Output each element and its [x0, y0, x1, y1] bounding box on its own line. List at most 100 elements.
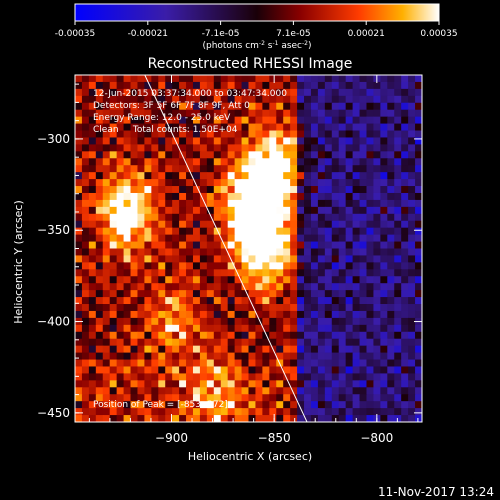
- heatmap-cell: [123, 123, 132, 132]
- heatmap-cell: [408, 109, 416, 118]
- heatmap-cell: [186, 220, 194, 229]
- heatmap-cell: [192, 102, 201, 111]
- heatmap-cell: [144, 241, 152, 250]
- heatmap-cell: [394, 304, 402, 312]
- heatmap-cell: [408, 81, 416, 90]
- heatmap-cell: [102, 172, 111, 180]
- heatmap-cell: [394, 269, 402, 277]
- heatmap-cell: [401, 338, 409, 347]
- heatmap-cell: [269, 366, 277, 375]
- heatmap-cell: [172, 88, 180, 97]
- heatmap-cell: [234, 269, 243, 277]
- heatmap-cell: [387, 109, 395, 118]
- heatmap-cell: [109, 199, 118, 208]
- heatmap-cell: [165, 373, 173, 381]
- heatmap-cell: [408, 234, 416, 243]
- heatmap-cell: [394, 95, 402, 104]
- heatmap-cell: [276, 248, 284, 257]
- heatmap-cell: [123, 276, 132, 284]
- colorbar-tick-label: 0.00021: [348, 29, 385, 39]
- heatmap-cell: [213, 213, 222, 222]
- heatmap-cell: [130, 290, 139, 298]
- heatmap-cell: [158, 366, 166, 375]
- heatmap-cell: [137, 338, 145, 347]
- heatmap-cell: [394, 262, 402, 270]
- heatmap-cell: [144, 158, 152, 166]
- heatmap-cell: [137, 192, 145, 201]
- heatmap-cell: [331, 269, 340, 277]
- heatmap-cell: [186, 179, 194, 187]
- heatmap-cell: [137, 109, 145, 118]
- heatmap-cell: [75, 95, 83, 104]
- y-axis-ticks: −300−350−400−450: [37, 83, 422, 420]
- heatmap-cell: [331, 373, 340, 381]
- heatmap-cell: [401, 172, 409, 180]
- heatmap-cell: [255, 331, 263, 340]
- heatmap-cell: [359, 248, 368, 257]
- heatmap-cell: [401, 95, 409, 104]
- heatmap-cell: [373, 151, 381, 159]
- heatmap-cell: [352, 352, 361, 361]
- heatmap-cell: [304, 408, 312, 416]
- heatmap-cell: [192, 324, 201, 333]
- heatmap-cell: [220, 359, 229, 368]
- heatmap-cell: [331, 172, 340, 180]
- heatmap-cell: [408, 206, 416, 215]
- heatmap-cell: [192, 248, 201, 257]
- heatmap-cell: [408, 415, 416, 422]
- heatmap-cell: [269, 123, 277, 132]
- heatmap-cell: [380, 151, 388, 159]
- heatmap-cell: [366, 324, 375, 333]
- heatmap-cell: [151, 297, 159, 305]
- heatmap-cell: [109, 192, 118, 201]
- heatmap-cell: [304, 297, 312, 305]
- heatmap-cell: [130, 144, 139, 152]
- heatmap-cell: [179, 248, 187, 257]
- heatmap-cell: [324, 165, 333, 173]
- heatmap-cell: [387, 297, 395, 305]
- heatmap-cell: [186, 137, 194, 145]
- heatmap-cell: [151, 144, 159, 152]
- heatmap-cell: [373, 262, 381, 270]
- heatmap-cell: [123, 172, 132, 180]
- heatmap-cell: [269, 380, 277, 388]
- heatmap-cell: [192, 373, 201, 381]
- heatmap-cell: [331, 144, 340, 152]
- heatmap-cell: [151, 366, 159, 375]
- heatmap-cell: [227, 130, 236, 139]
- heatmap-cell: [408, 95, 416, 104]
- heatmap-cell: [262, 234, 270, 243]
- heatmap-cell: [255, 137, 263, 145]
- heatmap-cell: [338, 331, 347, 340]
- heatmap-cell: [81, 331, 90, 340]
- heatmap-cell: [401, 276, 409, 284]
- heatmap-cell: [248, 401, 257, 409]
- heatmap-cell: [373, 116, 381, 125]
- heatmap-cell: [345, 415, 354, 422]
- heatmap-cell: [304, 262, 312, 270]
- heatmap-cell: [109, 394, 118, 402]
- heatmap-cell: [206, 102, 215, 111]
- heatmap-cell: [241, 192, 250, 201]
- heatmap-cell: [81, 95, 90, 104]
- heatmap-cell: [179, 317, 187, 326]
- heatmap-cell: [290, 109, 298, 118]
- heatmap-cell: [234, 192, 243, 201]
- heatmap-cell: [137, 123, 145, 132]
- heatmap-cell: [75, 213, 83, 222]
- heatmap-cell: [359, 262, 368, 270]
- heatmap-cell: [290, 88, 298, 97]
- heatmap-cell: [158, 324, 166, 333]
- annotation-energy: Energy Range: 12.0 - 25.0 keV: [93, 113, 231, 123]
- heatmap-cell: [213, 366, 222, 375]
- heatmap-cell: [234, 241, 243, 250]
- heatmap-cell: [192, 408, 201, 416]
- heatmap-cell: [276, 380, 284, 388]
- heatmap-cell: [206, 297, 215, 305]
- heatmap-cell: [394, 123, 402, 132]
- heatmap-cell: [165, 241, 173, 250]
- heatmap-cell: [199, 109, 208, 118]
- heatmap-cell: [123, 255, 132, 263]
- heatmap-cell: [310, 276, 319, 284]
